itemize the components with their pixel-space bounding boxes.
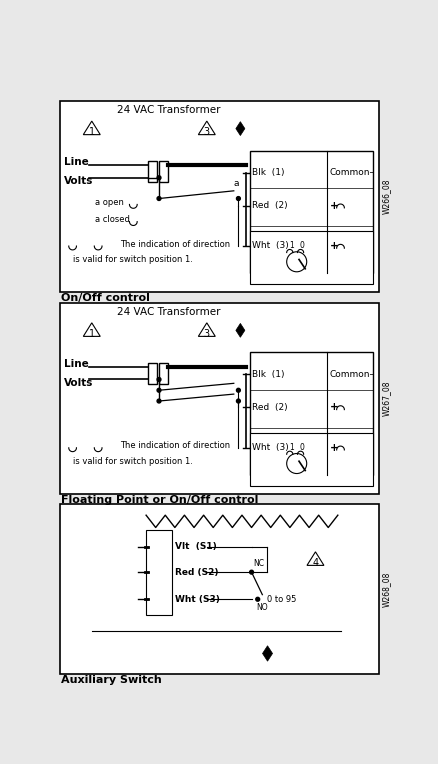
Text: On/Off control: On/Off control — [61, 293, 150, 303]
Bar — [159, 363, 168, 384]
Text: Blk  (1): Blk (1) — [252, 370, 284, 379]
Circle shape — [286, 454, 306, 474]
Circle shape — [157, 399, 161, 403]
Bar — [159, 160, 168, 183]
Polygon shape — [262, 646, 272, 661]
Text: W267_08: W267_08 — [381, 380, 390, 416]
Text: Vlt  (S1): Vlt (S1) — [174, 542, 216, 552]
Text: +: + — [329, 241, 338, 251]
Text: +: + — [329, 201, 338, 211]
Text: 3: 3 — [203, 127, 209, 137]
Text: W266_08: W266_08 — [381, 179, 390, 214]
Bar — [60, 303, 378, 494]
Text: 1: 1 — [88, 329, 95, 338]
Bar — [60, 101, 378, 292]
Circle shape — [236, 388, 240, 392]
Text: a open: a open — [95, 198, 124, 206]
Text: is valid for switch position 1.: is valid for switch position 1. — [72, 457, 192, 465]
Text: +: + — [329, 442, 338, 452]
Text: Wht (S3): Wht (S3) — [174, 594, 219, 604]
Text: Auxiliary Switch: Auxiliary Switch — [61, 675, 162, 685]
Polygon shape — [198, 121, 215, 134]
Circle shape — [236, 399, 240, 403]
Text: Red  (2): Red (2) — [252, 201, 287, 210]
Text: a: a — [233, 179, 238, 188]
Text: 24 VAC Transformer: 24 VAC Transformer — [117, 307, 220, 317]
Circle shape — [255, 597, 259, 601]
Polygon shape — [83, 121, 100, 134]
Text: 3: 3 — [203, 329, 209, 338]
Text: Volts: Volts — [64, 378, 93, 388]
Polygon shape — [306, 552, 323, 565]
Bar — [148, 363, 157, 384]
Text: 4: 4 — [312, 558, 318, 568]
Text: Red  (2): Red (2) — [252, 403, 287, 412]
Text: Wht  (3): Wht (3) — [252, 241, 288, 251]
Polygon shape — [198, 323, 215, 336]
Bar — [146, 529, 171, 614]
Text: Common–: Common– — [329, 168, 374, 177]
Polygon shape — [235, 323, 244, 337]
Text: Volts: Volts — [64, 176, 93, 186]
Text: Red (S2): Red (S2) — [174, 568, 218, 577]
Text: Blk  (1): Blk (1) — [252, 168, 284, 177]
Text: 24 VAC Transformer: 24 VAC Transformer — [117, 105, 220, 115]
Circle shape — [236, 196, 240, 200]
Bar — [249, 231, 372, 284]
Text: a closed: a closed — [95, 215, 130, 224]
Text: The indication of direction: The indication of direction — [120, 240, 230, 248]
Bar — [249, 151, 372, 273]
Text: Common–: Common– — [329, 370, 374, 379]
Circle shape — [157, 196, 161, 200]
Text: NO: NO — [256, 603, 267, 612]
Circle shape — [157, 388, 161, 392]
Text: 1: 1 — [88, 127, 95, 137]
Bar — [249, 352, 372, 474]
Circle shape — [157, 176, 161, 180]
Text: +: + — [329, 403, 338, 413]
Text: Wht  (3): Wht (3) — [252, 443, 288, 452]
Text: Floating Point or On/Off control: Floating Point or On/Off control — [61, 495, 258, 505]
Circle shape — [249, 570, 253, 574]
Text: 1: 1 — [288, 241, 293, 251]
Text: W268_08: W268_08 — [381, 571, 390, 607]
Bar — [60, 504, 378, 674]
Text: Line: Line — [64, 157, 88, 167]
Bar — [148, 160, 157, 183]
Text: 0 to 95: 0 to 95 — [266, 594, 296, 604]
Circle shape — [286, 252, 306, 272]
Text: The indication of direction: The indication of direction — [120, 442, 230, 451]
Text: Line: Line — [64, 358, 88, 369]
Text: 0: 0 — [299, 241, 304, 251]
Text: NC: NC — [253, 559, 264, 568]
Text: is valid for switch position 1.: is valid for switch position 1. — [72, 255, 192, 264]
Text: 1: 1 — [288, 443, 293, 452]
Polygon shape — [235, 121, 244, 135]
Text: 0: 0 — [299, 443, 304, 452]
Bar — [249, 432, 372, 486]
Polygon shape — [83, 323, 100, 336]
Circle shape — [157, 377, 161, 381]
